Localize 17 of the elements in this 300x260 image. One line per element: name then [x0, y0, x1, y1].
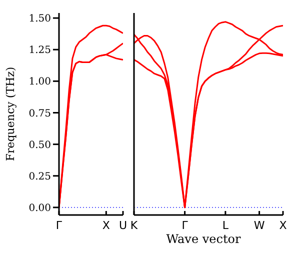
x-tick-label: Γ: [182, 218, 189, 232]
x-tick-label: W: [254, 218, 265, 232]
x-tick-label: X: [279, 218, 288, 232]
y-tick-label: 1.25: [28, 45, 51, 56]
x-tick-label: X: [102, 218, 110, 232]
y-tick-label: 1.50: [28, 14, 51, 25]
x-tick-label: Γ: [56, 218, 63, 232]
y-tick-label: 1.00: [28, 76, 51, 88]
x-axis-title: Wave vector: [165, 232, 242, 246]
y-tick-label: 0.00: [28, 202, 51, 214]
x-tick-label: U: [118, 218, 128, 232]
y-tick-label: 0.25: [28, 171, 51, 182]
y-tick-label: 0.50: [28, 140, 51, 151]
x-tick-label: L: [222, 218, 230, 232]
y-axis-title: Frequency (THz): [4, 66, 17, 162]
y-tick-label: 0.75: [28, 108, 51, 120]
x-tick-label: K: [130, 218, 138, 232]
